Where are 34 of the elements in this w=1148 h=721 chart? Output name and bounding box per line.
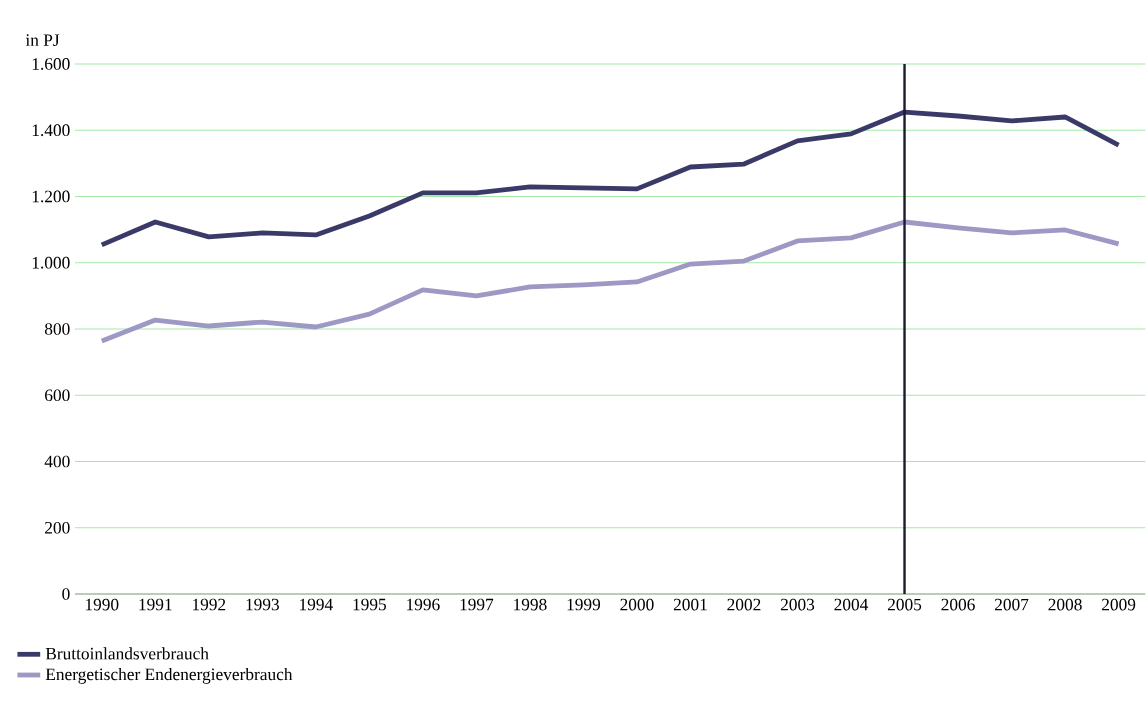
x-tick-label: 1998	[514, 598, 547, 611]
x-tick-label: 1995	[353, 598, 386, 611]
y-tick-label: 200	[45, 521, 70, 534]
line-series	[99, 109, 1121, 248]
y-tick-label: 1.000	[32, 256, 70, 269]
x-tick-label: 2003	[780, 598, 815, 611]
x-tick-label: 2002	[727, 598, 761, 611]
y-tick-label: 600	[45, 389, 70, 402]
x-tick-label: 1992	[192, 598, 226, 611]
legend-label: Energetischer Endenergieverbrauch	[45, 667, 293, 684]
y-tick-label: 1.200	[32, 190, 70, 203]
legend-label: Bruttoinlandsverbrauch	[45, 647, 209, 660]
x-tick-label: 1999	[567, 598, 601, 611]
line-series	[99, 219, 1121, 344]
x-tick-label: 2007	[994, 598, 1029, 611]
x-tick-label: 1990	[85, 598, 119, 611]
x-tick-label: 1997	[460, 598, 494, 611]
x-tick-label: 2009	[1102, 598, 1136, 611]
y-tick-label: 0	[62, 588, 70, 600]
y-tick-label: 400	[44, 455, 70, 468]
x-tick-label: 2008	[1048, 598, 1082, 611]
y-tick-label: 1.600	[32, 58, 70, 70]
x-tick-label: 2001	[673, 598, 707, 611]
x-tick-label: 2000	[620, 598, 654, 611]
x-tick-label: 1994	[300, 598, 333, 611]
y-axis-title: in PJ	[25, 34, 60, 46]
x-tick-label: 2006	[941, 598, 975, 611]
x-tick-label: 1991	[139, 598, 172, 611]
y-tick-label: 800	[44, 323, 70, 335]
x-tick-label: 1996	[407, 598, 440, 611]
x-tick-label: 1993	[246, 598, 279, 611]
x-tick-label: 2005	[887, 598, 922, 611]
x-tick-label: 2004	[834, 598, 869, 611]
y-tick-label: 1.400	[32, 124, 70, 137]
